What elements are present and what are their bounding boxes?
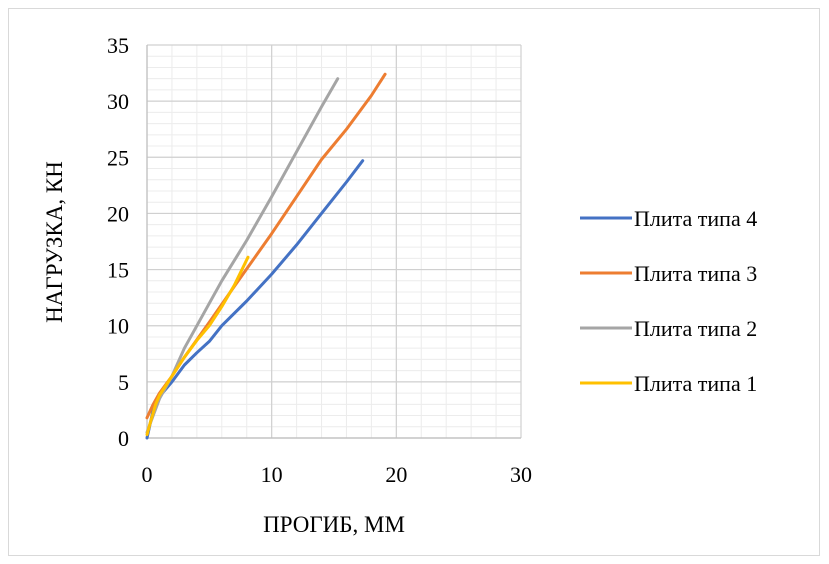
x-tick-label: 0: [142, 462, 153, 487]
y-tick-label: 0: [118, 426, 129, 451]
axes: [146, 45, 521, 439]
series-line-4: [145, 255, 250, 437]
y-tick-label: 25: [107, 145, 129, 170]
y-tick-label: 10: [107, 314, 129, 339]
legend-label: Плита типа 3: [634, 261, 757, 286]
y-tick-label: 5: [118, 370, 129, 395]
chart-frame: [8, 8, 820, 556]
x-tick-label: 10: [261, 462, 283, 487]
legend: Плита типа 4 Плита типа 3 Плита типа 2 Плит…: [580, 206, 757, 396]
series-lines: [145, 72, 387, 440]
legend-label: Плита типа 1: [634, 371, 757, 396]
x-tick-label: 30: [510, 462, 532, 487]
legend-label: Плита типа 4: [634, 206, 757, 231]
y-tick-label: 20: [107, 201, 129, 226]
y-tick-label: 35: [107, 33, 129, 58]
x-tick-label: 20: [385, 462, 407, 487]
tick-labels: 0 10 20 30 0 5 10 15 20 25 30 35: [107, 33, 532, 487]
y-axis-title: НАГРУЗКА, КН: [42, 161, 67, 323]
legend-label: Плита типа 2: [634, 316, 757, 341]
y-tick-label: 30: [107, 89, 129, 114]
grid-lines: [146, 44, 522, 439]
x-axis-title: ПРОГИБ, ММ: [263, 512, 405, 537]
y-tick-label: 15: [107, 258, 129, 283]
